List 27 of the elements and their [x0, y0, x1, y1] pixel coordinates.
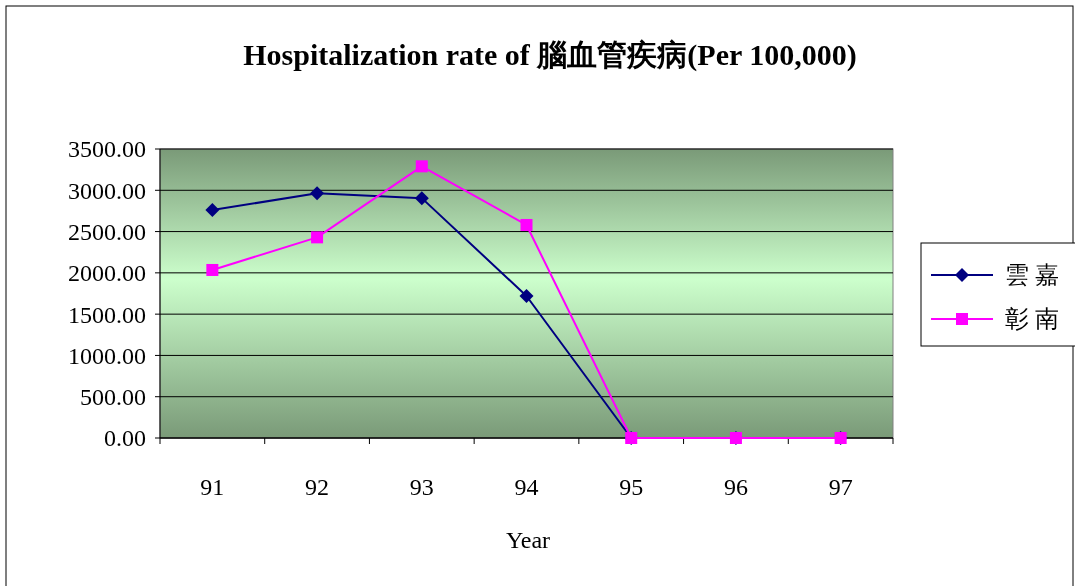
point [414, 191, 429, 206]
point [520, 218, 533, 231]
y-tick-label: 1500.00 [68, 301, 146, 328]
y-tick-label: 2500.00 [68, 218, 146, 245]
x-tick-label: 97 [828, 474, 853, 500]
y-tick-label: 1000.00 [68, 342, 146, 369]
x-tick-label: 94 [514, 474, 539, 500]
point [310, 186, 325, 201]
y-tick-label: 3500.00 [68, 136, 146, 163]
x-tick-label: 91 [200, 474, 225, 500]
chart-title: Hospitalization rate of 腦血管疾病(Per 100,000) [243, 38, 857, 72]
y-tick-label: 2000.00 [68, 260, 146, 287]
legend-label: 彰南 [1005, 306, 1065, 333]
point [205, 203, 220, 218]
point [519, 288, 534, 303]
y-tick-label: 3000.00 [68, 177, 146, 204]
y-tick-label: 0.00 [104, 425, 146, 452]
x-axis-title: Year [505, 527, 551, 553]
legend-label: 雲嘉 [1005, 262, 1065, 289]
point [206, 263, 219, 276]
x-tick-label: 92 [305, 474, 330, 500]
x-tick-label: 95 [619, 474, 644, 500]
y-tick-label: 500.00 [80, 384, 146, 411]
point [415, 160, 428, 173]
point [311, 231, 324, 244]
x-tick-label: 93 [409, 474, 434, 500]
x-tick-label: 96 [723, 474, 748, 500]
